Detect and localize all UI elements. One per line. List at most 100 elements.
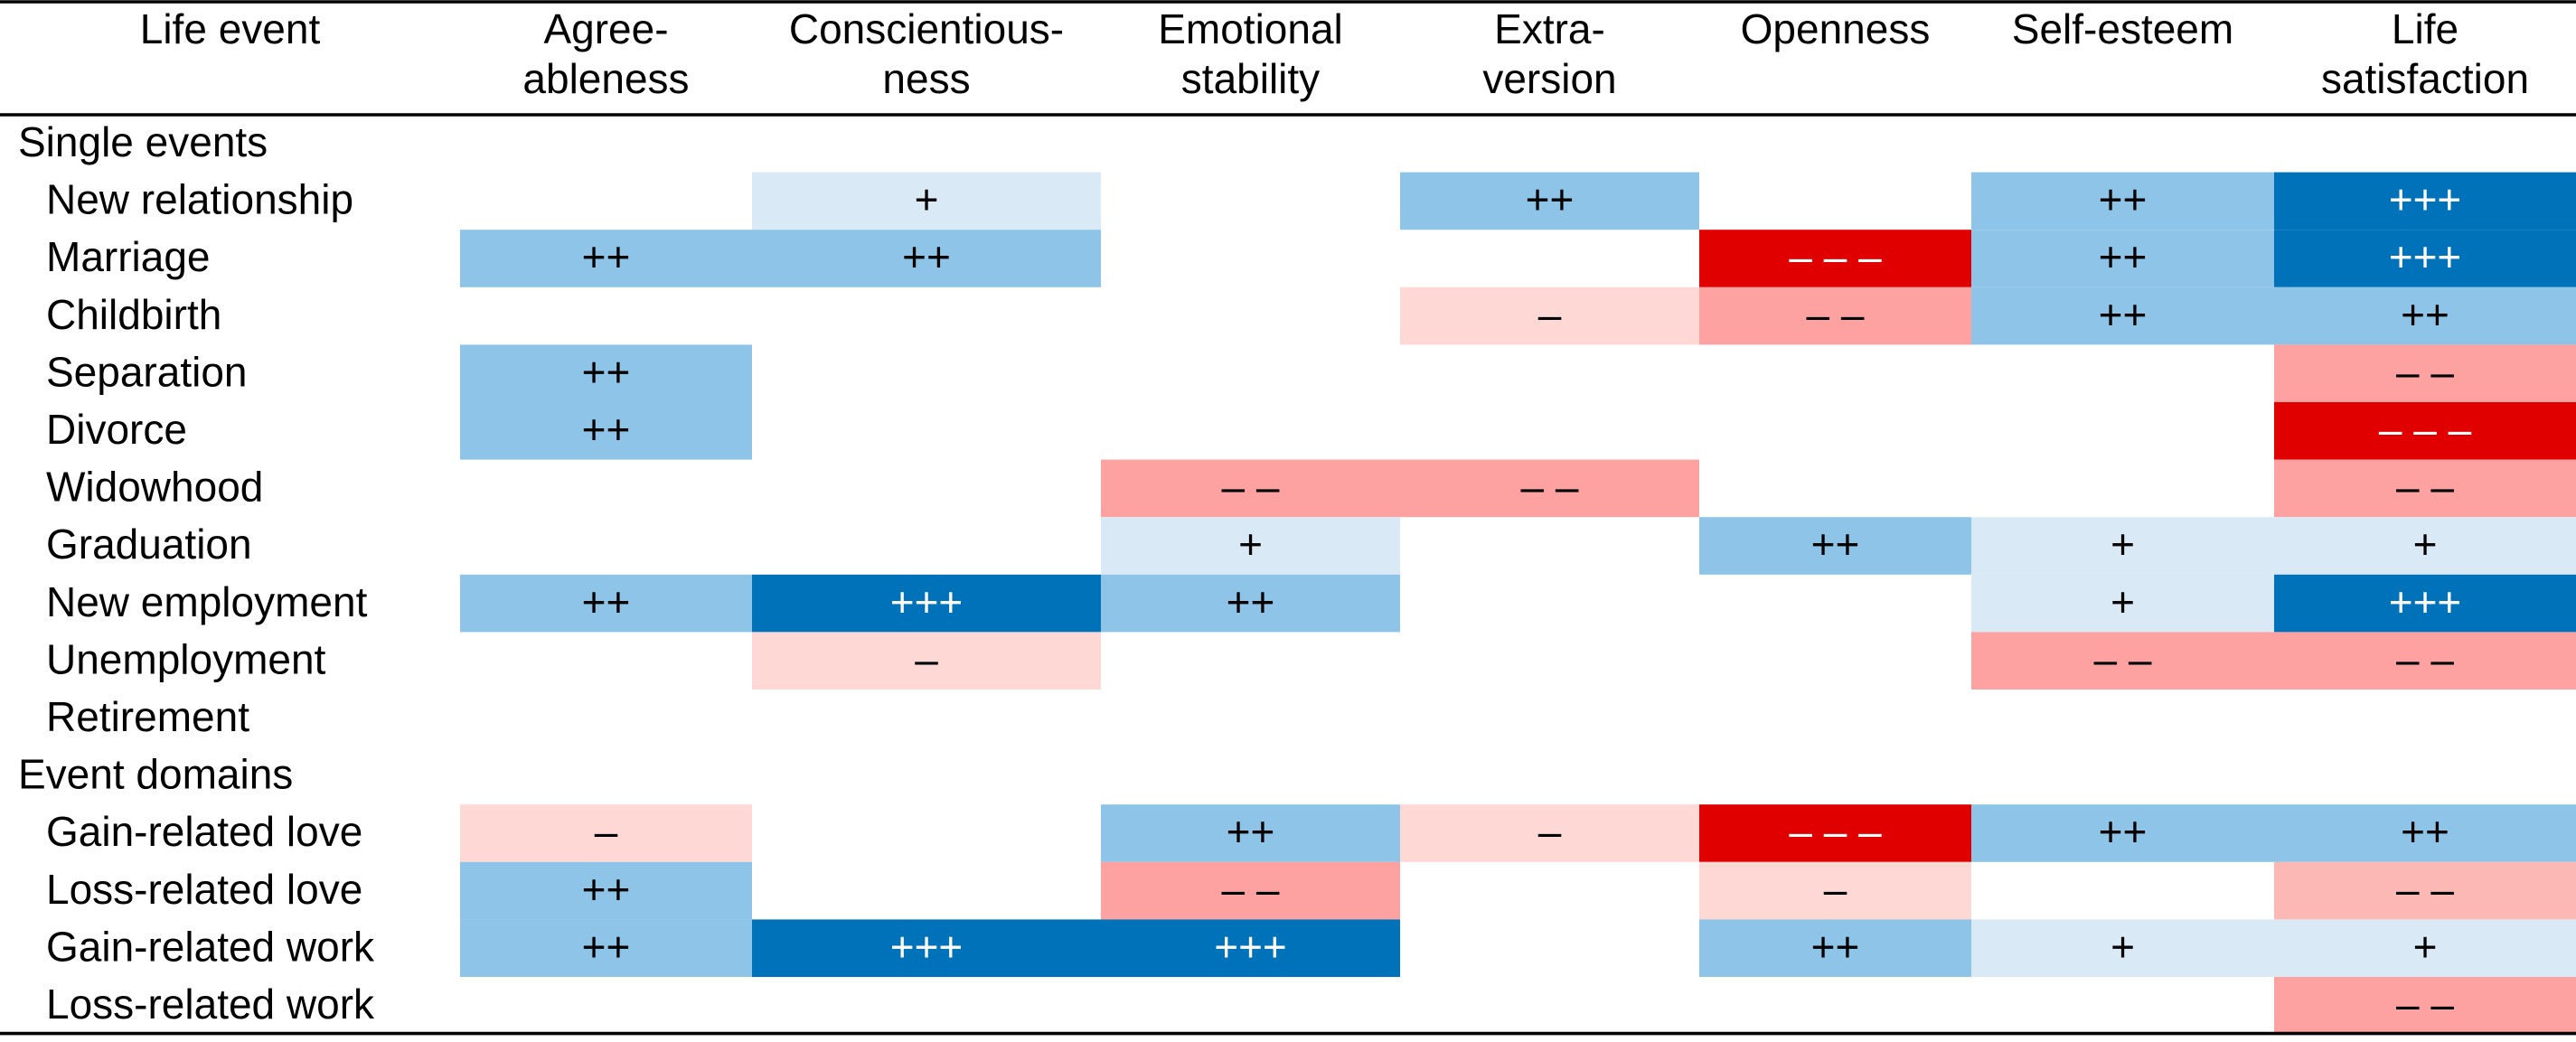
cell-fill (460, 861, 752, 920)
cell-fill (2274, 919, 2576, 977)
cell-fill (752, 632, 1101, 690)
cell-effect: ++ (1811, 521, 1860, 568)
cell-fill (2274, 861, 2576, 920)
column-header: Life (2392, 5, 2458, 52)
cell-fill (752, 230, 1101, 287)
cell-fill (1699, 804, 1971, 862)
cell-fill (460, 230, 752, 287)
cell-effect: – (1538, 291, 1562, 338)
column-header: ableness (522, 55, 689, 102)
column-header: Openness (1741, 5, 1931, 52)
cell-effect: – (915, 635, 938, 682)
cell-fill (2274, 402, 2576, 460)
cell-fill (1699, 919, 1971, 977)
cell-effect: ++ (1811, 923, 1860, 970)
cell-fill (1971, 172, 2274, 230)
cell-effect: ++ (582, 866, 631, 913)
row-label: Childbirth (46, 291, 221, 338)
cell-effect: ++ (582, 578, 631, 625)
cell-effect: ++ (582, 233, 631, 280)
section-title: Single events (18, 118, 268, 165)
row-label: Unemployment (46, 635, 326, 682)
cell-effect: – – (1222, 464, 1280, 511)
cell-fill (1971, 804, 2274, 862)
cell-fill (1971, 632, 2274, 690)
row-label: Widowhood (46, 464, 263, 511)
cell-fill (1101, 574, 1400, 633)
cell-fill (1971, 919, 2274, 977)
cell-fill (2274, 459, 2576, 518)
cell-effect: – – (2094, 635, 2152, 682)
cell-fill (1699, 517, 1971, 575)
cell-effect: + (2111, 521, 2135, 568)
cell-fill (2274, 632, 2576, 690)
cell-effect: – – (2396, 981, 2454, 1028)
column-header: Agree- (543, 5, 668, 52)
cell-fill (2274, 977, 2576, 1035)
cell-fill (752, 574, 1101, 633)
cell-fill (1699, 861, 1971, 920)
cell-effect: ++ (582, 348, 631, 395)
column-header: Emotional (1158, 5, 1343, 52)
cell-effect: ++ (2099, 808, 2148, 855)
cell-effect: – – (2396, 464, 2454, 511)
row-label: New employment (46, 578, 368, 625)
cell-effect: + (2111, 923, 2135, 970)
cell-fill (1699, 286, 1971, 345)
section-title: Event domains (18, 751, 293, 798)
cell-effect: ++ (1227, 808, 1275, 855)
column-header: Conscientious- (789, 5, 1064, 52)
cell-effect: ++ (902, 233, 951, 280)
cell-effect: + (2111, 578, 2135, 625)
cell-fill (460, 344, 752, 402)
cell-fill (2274, 804, 2576, 862)
cell-effect: – – – (1789, 808, 1882, 855)
row-label: Graduation (46, 521, 252, 568)
cell-fill (2274, 172, 2576, 230)
cell-fill (2274, 230, 2576, 287)
cell-fill (2274, 344, 2576, 402)
row-label: Retirement (46, 693, 249, 740)
cell-fill (1400, 459, 1699, 518)
cell-fill (1101, 861, 1400, 920)
cell-fill (460, 402, 752, 460)
cell-effect: ++ (2099, 176, 2148, 223)
cell-effect: ++ (1227, 578, 1275, 625)
row-label: Loss-related love (46, 866, 362, 913)
column-header: stability (1181, 55, 1320, 102)
cell-fill (460, 574, 752, 633)
cell-effect: – (1538, 808, 1562, 855)
cell-fill (1971, 286, 2274, 345)
cell-effect: + (2413, 923, 2438, 970)
cell-effect: +++ (890, 578, 964, 625)
cell-fill (1101, 459, 1400, 518)
cell-fill (2274, 517, 2576, 575)
cell-fill (460, 804, 752, 862)
cell-effect: – (1824, 866, 1847, 913)
row-label: Divorce (46, 406, 187, 453)
cell-fill (1101, 919, 1400, 977)
cell-effect: +++ (2389, 233, 2462, 280)
cell-effect: – – (2396, 348, 2454, 395)
cell-fill (1699, 230, 1971, 287)
cell-fill (1400, 172, 1699, 230)
cell-effect: + (2413, 521, 2438, 568)
column-header: version (1482, 55, 1616, 102)
column-header: Extra- (1494, 5, 1605, 52)
cell-effect: – – – (1789, 233, 1882, 280)
cell-effect: +++ (2389, 578, 2462, 625)
row-label: New relationship (46, 176, 353, 223)
column-header: Self-esteem (2012, 5, 2233, 52)
cell-fill (1101, 804, 1400, 862)
cell-effect: – – (1222, 866, 1280, 913)
cell-effect: – – (2396, 635, 2454, 682)
cell-fill (1400, 286, 1699, 345)
cell-fill (2274, 574, 2576, 633)
cell-effect: ++ (1526, 176, 1575, 223)
cell-fill (1971, 574, 2274, 633)
cell-effect: ++ (2401, 291, 2449, 338)
cell-effect: +++ (890, 923, 964, 970)
cell-effect: ++ (582, 923, 631, 970)
